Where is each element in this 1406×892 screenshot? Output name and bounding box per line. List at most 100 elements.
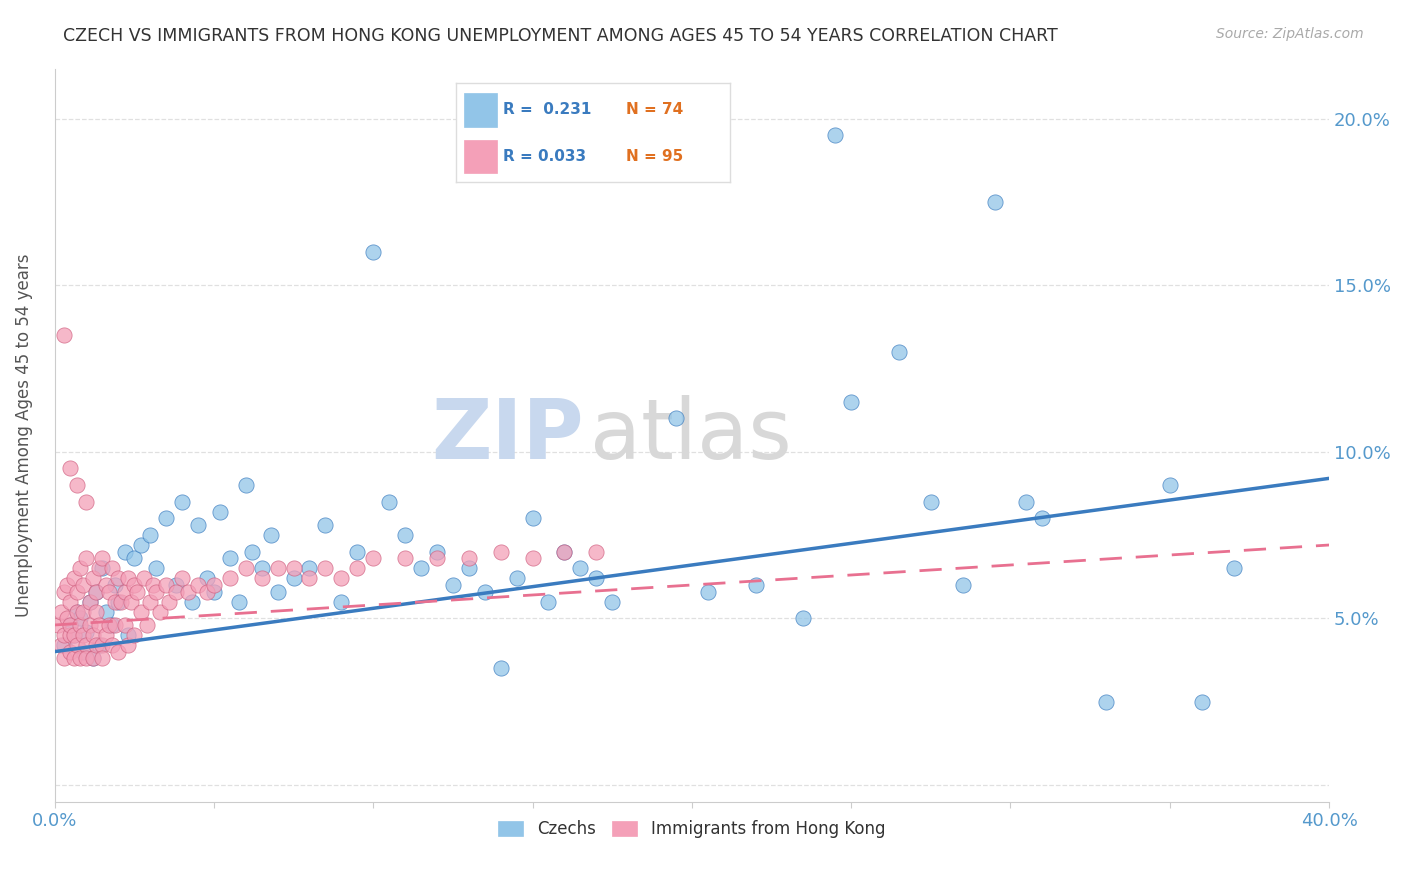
Point: [145, 561, 167, 575]
Point: [330, 571, 353, 585]
Point: [441, 578, 464, 592]
Point: [122, 578, 145, 592]
Point: [107, 571, 129, 585]
Point: [1095, 695, 1118, 709]
Point: [489, 661, 512, 675]
Point: [94, 628, 117, 642]
Point: [53, 638, 76, 652]
Text: Source: ZipAtlas.com: Source: ZipAtlas.com: [1216, 27, 1364, 41]
Point: [240, 544, 263, 558]
Point: [177, 584, 200, 599]
Point: [75, 638, 97, 652]
Point: [155, 511, 177, 525]
Point: [197, 584, 219, 599]
Point: [298, 571, 321, 585]
Point: [89, 618, 111, 632]
Legend: Czechs, Immigrants from Hong Kong: Czechs, Immigrants from Hong Kong: [492, 814, 891, 845]
Point: [75, 651, 97, 665]
Point: [1031, 511, 1053, 525]
Point: [314, 561, 336, 575]
Point: [84, 605, 107, 619]
Point: [142, 578, 165, 592]
Point: [82, 651, 104, 665]
Point: [585, 571, 607, 585]
Point: [59, 618, 82, 632]
Point: [66, 638, 89, 652]
Point: [75, 624, 97, 639]
Point: [101, 618, 124, 632]
Point: [84, 584, 107, 599]
Point: [378, 494, 401, 508]
Point: [49, 605, 72, 619]
Point: [409, 561, 432, 575]
Point: [82, 571, 104, 585]
Point: [59, 461, 82, 475]
Point: [553, 544, 575, 558]
Point: [114, 618, 136, 632]
Point: [394, 528, 416, 542]
Point: [228, 594, 250, 608]
Point: [202, 584, 225, 599]
Point: [79, 594, 101, 608]
Point: [75, 551, 97, 566]
Point: [165, 578, 187, 592]
Point: [53, 328, 76, 343]
Point: [129, 605, 152, 619]
Point: [696, 584, 718, 599]
Point: [202, 578, 225, 592]
Point: [49, 638, 72, 652]
Point: [122, 551, 145, 566]
Point: [983, 194, 1005, 209]
Point: [139, 594, 162, 608]
Y-axis label: Unemployment Among Ages 45 to 54 years: Unemployment Among Ages 45 to 54 years: [15, 253, 32, 616]
Point: [218, 551, 240, 566]
Point: [887, 344, 910, 359]
Point: [266, 584, 288, 599]
Point: [157, 594, 180, 608]
Point: [165, 584, 187, 599]
Point: [79, 594, 101, 608]
Point: [235, 478, 257, 492]
Point: [89, 638, 111, 652]
Point: [1191, 695, 1213, 709]
Text: atlas: atlas: [591, 394, 792, 475]
Point: [117, 638, 139, 652]
Point: [56, 611, 79, 625]
Point: [145, 584, 167, 599]
Point: [69, 618, 91, 632]
Point: [62, 651, 84, 665]
Point: [97, 618, 120, 632]
Point: [170, 571, 193, 585]
Point: [59, 618, 82, 632]
Point: [426, 544, 449, 558]
Point: [53, 651, 76, 665]
Point: [155, 578, 177, 592]
Point: [53, 628, 76, 642]
Point: [89, 561, 111, 575]
Point: [1159, 478, 1181, 492]
Point: [553, 544, 575, 558]
Point: [97, 584, 120, 599]
Point: [209, 505, 232, 519]
Point: [537, 594, 560, 608]
Point: [72, 628, 94, 642]
Point: [114, 544, 136, 558]
Point: [298, 561, 321, 575]
Point: [66, 584, 89, 599]
Point: [91, 551, 114, 566]
Point: [136, 618, 159, 632]
Point: [792, 611, 814, 625]
Point: [46, 618, 69, 632]
Point: [457, 551, 479, 566]
Point: [104, 618, 127, 632]
Point: [69, 561, 91, 575]
Point: [59, 594, 82, 608]
Point: [250, 561, 273, 575]
Point: [56, 578, 79, 592]
Point: [82, 628, 104, 642]
Point: [122, 628, 145, 642]
Point: [314, 518, 336, 533]
Point: [235, 561, 257, 575]
Point: [110, 594, 132, 608]
Point: [283, 571, 305, 585]
